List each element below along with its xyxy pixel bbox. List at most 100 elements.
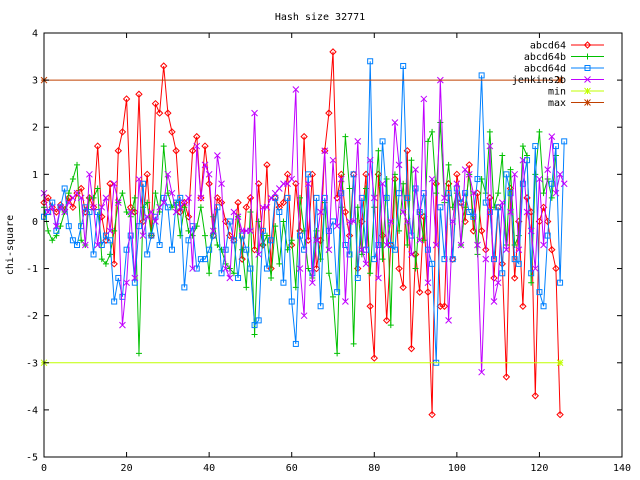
- series-line: [43, 80, 565, 373]
- series-max: [40, 76, 564, 84]
- data-point: [296, 227, 304, 235]
- data-point: [396, 227, 403, 234]
- data-point: [205, 180, 213, 188]
- data-point: [135, 350, 142, 357]
- data-point: [519, 156, 527, 164]
- data-point: [296, 232, 303, 239]
- data-point: [345, 231, 354, 240]
- data-point: [510, 274, 519, 282]
- y-tick-label: -5: [26, 453, 38, 464]
- data-point: [65, 194, 73, 202]
- data-point: [143, 170, 151, 179]
- data-point: [515, 246, 523, 254]
- data-point: [532, 143, 539, 150]
- data-point: [325, 227, 332, 234]
- data-point: [102, 260, 109, 267]
- y-tick-label: 3: [32, 76, 38, 87]
- data-point: [160, 62, 168, 70]
- data-point: [403, 218, 411, 225]
- data-point: [511, 242, 518, 248]
- data-point: [123, 246, 130, 253]
- data-point: [325, 270, 332, 277]
- data-point: [495, 190, 502, 197]
- data-point: [111, 227, 118, 234]
- data-point: [400, 62, 407, 69]
- legend-label: max: [548, 98, 566, 109]
- data-point: [370, 194, 378, 202]
- data-point: [57, 204, 64, 211]
- data-point: [383, 194, 390, 201]
- y-tick-label: -4: [26, 405, 38, 416]
- data-point: [354, 204, 361, 211]
- data-point: [556, 170, 564, 178]
- data-point: [255, 218, 262, 225]
- data-point: [296, 265, 304, 272]
- data-point: [246, 194, 255, 202]
- x-tick-label: 40: [203, 463, 215, 474]
- data-point: [407, 344, 416, 353]
- data-point: [110, 260, 118, 268]
- data-point: [53, 227, 60, 234]
- data-point: [552, 264, 560, 273]
- data-point: [540, 303, 547, 310]
- data-point: [119, 321, 126, 329]
- data-point: [515, 232, 522, 239]
- y-tick-label: 1: [32, 170, 38, 181]
- data-point: [247, 227, 254, 235]
- data-point: [107, 237, 114, 244]
- data-point: [135, 175, 143, 183]
- data-point: [382, 316, 391, 325]
- data-point: [494, 279, 502, 287]
- data-point: [412, 185, 419, 192]
- legend-label: abcd64b: [524, 52, 566, 63]
- data-point: [90, 194, 97, 201]
- data-point: [69, 203, 77, 212]
- data-point: [218, 180, 225, 188]
- data-point: [325, 246, 333, 254]
- data-point: [86, 170, 93, 178]
- data-point: [544, 232, 551, 239]
- data-point: [164, 109, 172, 117]
- data-point: [251, 322, 258, 329]
- legend-marker: [583, 41, 592, 49]
- data-point: [168, 246, 175, 253]
- data-point: [499, 270, 506, 277]
- x-tick-label: 60: [286, 463, 298, 474]
- data-point: [144, 251, 151, 258]
- data-point: [234, 198, 242, 207]
- data-point: [201, 161, 209, 169]
- legend-marker: [584, 99, 591, 106]
- legend-marker: [584, 76, 591, 83]
- data-point: [528, 270, 535, 277]
- data-point: [94, 209, 101, 216]
- data-point: [57, 223, 64, 230]
- data-point: [544, 166, 552, 173]
- data-point: [424, 279, 432, 287]
- data-point: [408, 251, 415, 258]
- data-point: [230, 270, 237, 277]
- data-point: [53, 222, 60, 230]
- data-point: [123, 279, 130, 287]
- data-point: [367, 270, 374, 277]
- data-point: [498, 199, 506, 206]
- data-point: [217, 198, 226, 207]
- data-point: [61, 208, 68, 216]
- data-point: [429, 260, 436, 267]
- data-point: [127, 232, 134, 239]
- data-point: [379, 138, 386, 145]
- data-point: [507, 166, 514, 173]
- series-abcd64d: [41, 58, 568, 366]
- data-point: [272, 194, 279, 201]
- data-point: [440, 302, 449, 310]
- data-point: [255, 317, 262, 324]
- data-point: [420, 237, 427, 244]
- data-point: [272, 223, 279, 230]
- data-point: [329, 156, 337, 164]
- data-point: [255, 251, 263, 258]
- data-point: [247, 209, 254, 216]
- data-point: [523, 194, 531, 202]
- data-point: [543, 217, 552, 226]
- data-point: [316, 236, 325, 244]
- data-point: [147, 208, 155, 216]
